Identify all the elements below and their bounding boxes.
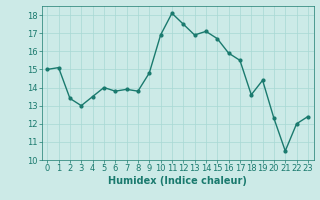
X-axis label: Humidex (Indice chaleur): Humidex (Indice chaleur)	[108, 176, 247, 186]
